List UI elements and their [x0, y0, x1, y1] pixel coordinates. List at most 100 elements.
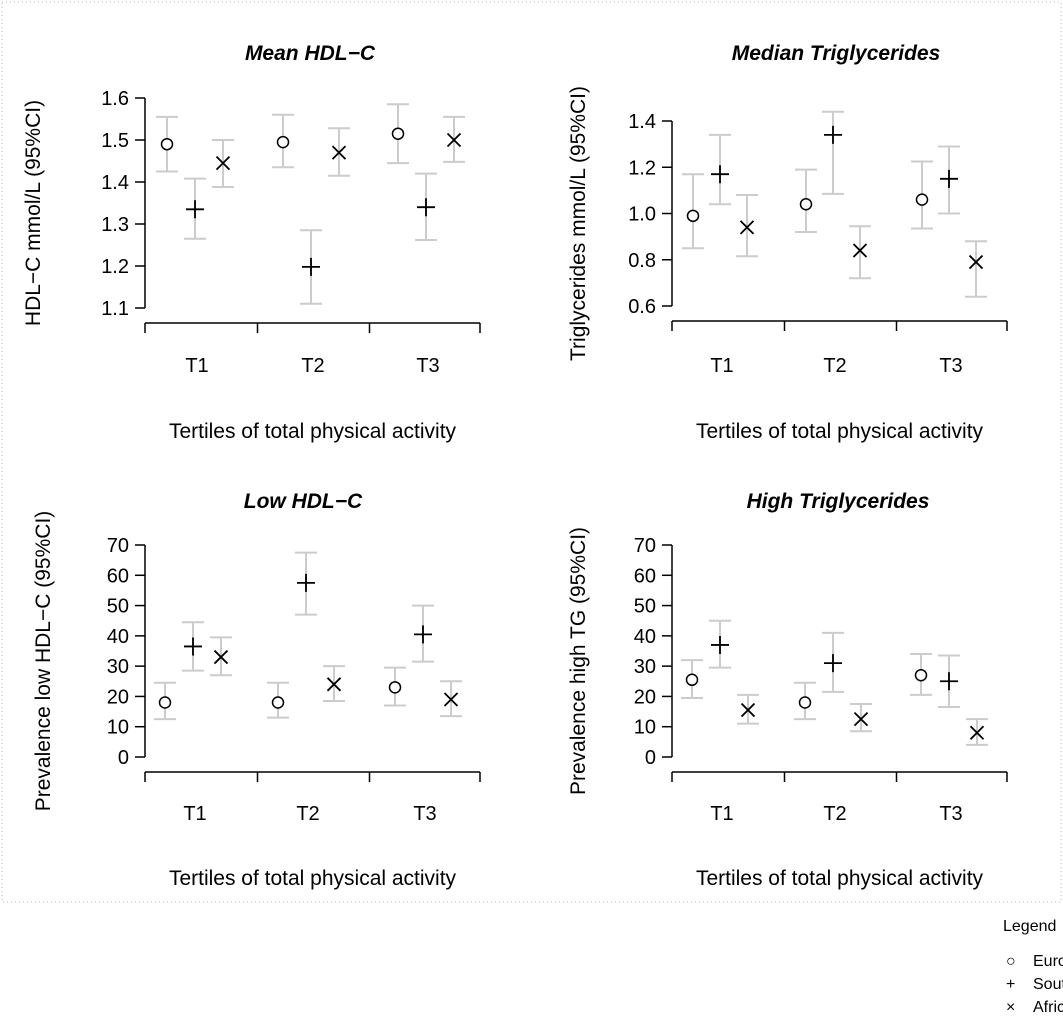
y-tick-label: 40	[107, 626, 129, 648]
cross-marker	[969, 725, 985, 740]
chart-panel-1: Mean HDL−C 1.1 1.2 1.3 1.4 1.5 1.6 HDL−C mmol/L…	[22, 42, 481, 443]
chart-panel-3: Low HDL−C 0 10 20 30 40 50 60 70 Prevalence low H…	[32, 490, 481, 890]
circle-marker	[685, 673, 699, 687]
y-tick-label: 0	[118, 747, 129, 769]
x-tick-label: T1	[183, 803, 206, 825]
y-tick-label: 1.4	[101, 172, 129, 194]
x-axis-label: Tertiles of total physical activity	[169, 420, 457, 443]
plus-marker	[414, 625, 432, 644]
legend-label-european: European−D	[1033, 953, 1063, 970]
plus-marker	[417, 198, 435, 217]
legend: Legend ○ European−D + South Asian × Afri…	[1003, 918, 1063, 1016]
y-tick-label: 20	[107, 686, 129, 708]
chart-title: Median Triglycerides	[732, 42, 941, 65]
y-tick-label: 1.2	[628, 157, 656, 179]
y-tick-label: 1.6	[101, 88, 129, 110]
y-tick-label: 10	[634, 717, 656, 739]
y-tick-label: 10	[107, 717, 129, 739]
legend-label-african: African	[1033, 999, 1063, 1016]
figure-dotted-border	[1, 1, 1062, 903]
cross-marker	[739, 220, 755, 235]
cross-marker	[446, 132, 462, 148]
panels: Mean HDL−C 1.1 1.2 1.3 1.4 1.5 1.6 HDL−C mmol/L…	[22, 42, 1008, 890]
y-tick-label: 1.0	[628, 204, 656, 226]
circle-marker	[271, 696, 285, 709]
y-axis-label: Prevalence high TG (95%CI)	[567, 527, 590, 795]
y-tick-label: 70	[634, 535, 656, 557]
chart-title: High Triglycerides	[747, 490, 930, 513]
x-axis-label: Tertiles of total physical activity	[696, 420, 984, 443]
circle-marker	[391, 127, 405, 140]
error-bar	[822, 110, 844, 195]
x-tick-label: T1	[710, 803, 733, 825]
cross-marker	[740, 702, 756, 718]
error-bar	[849, 225, 871, 280]
y-tick-label: 1.5	[101, 130, 129, 152]
chart-title: Low HDL−C	[244, 490, 363, 513]
error-bar	[736, 194, 758, 258]
plus-marker	[297, 573, 315, 592]
x-tick-label: T3	[939, 803, 962, 825]
y-tick-label: 30	[107, 656, 129, 678]
y-tick-label: 1.4	[628, 111, 656, 133]
circle-marker	[914, 668, 928, 682]
y-tick-label: 50	[107, 596, 129, 618]
circle-marker	[799, 198, 813, 211]
circle-marker	[686, 209, 700, 223]
y-tick-label: 60	[634, 565, 656, 587]
cross-marker	[853, 712, 869, 727]
error-bar	[965, 240, 987, 298]
y-tick-label: 60	[107, 565, 129, 587]
cross-marker	[331, 145, 347, 160]
x-tick-label: T2	[823, 355, 846, 377]
plus-marker	[711, 165, 729, 184]
circle-marker	[276, 135, 290, 149]
y-tick-label: 1.3	[101, 214, 129, 236]
legend-title: Legend	[1003, 918, 1056, 935]
plus-marker	[824, 125, 842, 144]
cross-marker	[852, 243, 868, 258]
x-tick-label: T2	[296, 803, 319, 825]
chart-title: Mean HDL−C	[245, 42, 376, 65]
y-axis-label: Prevalence low HDL−C (95%CI)	[32, 511, 55, 812]
plus-marker	[940, 672, 958, 691]
plus-marker	[184, 637, 202, 656]
chart-panel-2: Median Triglycerides 0.6 0.8 1.0 1.2 1.4 Trigl…	[567, 42, 1008, 443]
x-axis-label: Tertiles of total physical activity	[696, 867, 984, 890]
circle-marker	[160, 137, 174, 151]
error-bar	[850, 703, 872, 733]
y-tick-label: 50	[634, 596, 656, 618]
x-tick-label: T1	[710, 355, 733, 377]
x-axis-label: Tertiles of total physical activity	[169, 867, 457, 890]
plus-marker	[711, 635, 729, 654]
y-tick-label: 1.2	[101, 256, 129, 278]
circle-marker	[158, 696, 172, 709]
cross-marker	[968, 254, 984, 270]
x-tick-label: T3	[416, 355, 439, 377]
circle-marker	[388, 681, 402, 694]
x-tick-label: T2	[823, 803, 846, 825]
y-tick-label: 1.1	[101, 298, 129, 320]
y-axis-label: HDL−C mmol/L (95%CI)	[22, 100, 45, 326]
x-tick-label: T3	[939, 355, 962, 377]
y-tick-label: 70	[107, 535, 129, 557]
legend-cross-icon: ×	[1006, 999, 1015, 1016]
y-tick-label: 30	[634, 656, 656, 678]
x-tick-label: T3	[413, 803, 436, 825]
plus-marker	[186, 200, 204, 219]
y-tick-label: 20	[634, 686, 656, 708]
plus-marker	[940, 169, 958, 188]
circle-marker	[915, 193, 929, 206]
chart-panel-4: High Triglycerides 0 10 20 30 40 50 60 70 Prevale…	[567, 490, 1008, 890]
y-tick-label: 0.8	[628, 250, 656, 272]
legend-plus-icon: +	[1006, 976, 1015, 993]
circle-marker	[798, 696, 812, 709]
plus-marker	[824, 654, 842, 673]
y-tick-label: 0	[645, 747, 656, 769]
y-tick-label: 40	[634, 626, 656, 648]
y-axis-label: Triglycerides mmol/L (95%CI)	[567, 86, 590, 361]
legend-label-south-asian: South Asian	[1033, 976, 1063, 993]
plus-marker	[302, 257, 320, 276]
x-tick-label: T2	[301, 355, 324, 377]
